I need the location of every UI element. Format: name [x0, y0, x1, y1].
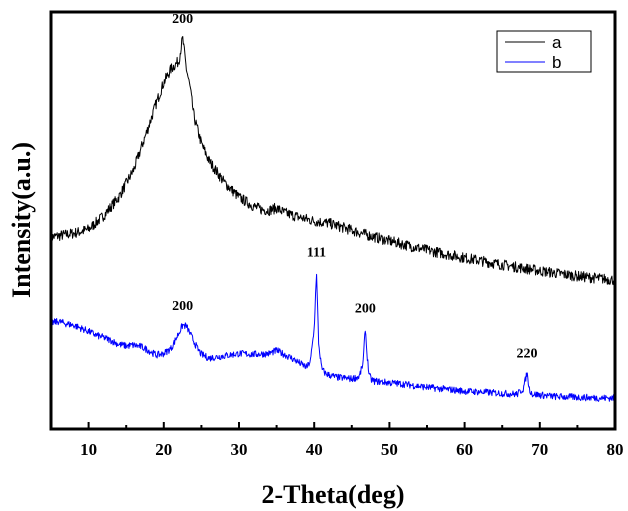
legend-box — [496, 30, 592, 73]
y-axis-title: Intensity(a.u.) — [7, 142, 36, 298]
x-tick-label: 10 — [80, 440, 97, 459]
peak-label: 200 — [355, 302, 376, 317]
x-tick-label: 60 — [456, 440, 473, 459]
x-tick-label: 40 — [306, 440, 323, 459]
x-ticks: 10 20 30 40 50 60 70 80 — [50, 422, 624, 459]
peak-label: 220 — [517, 347, 538, 362]
peak-label: 200 — [172, 12, 193, 27]
x-tick-label: 30 — [231, 440, 248, 459]
legend-label-a: a — [552, 33, 562, 52]
series-line-a — [50, 36, 616, 286]
x-tick-label: 20 — [155, 440, 172, 459]
legend-label-b: b — [552, 53, 561, 72]
peak-label: 200 — [172, 299, 193, 314]
legend: a b — [496, 30, 592, 73]
x-tick-label: 50 — [381, 440, 398, 459]
peak-label: 111 — [307, 246, 326, 261]
series-line-b — [50, 273, 616, 402]
plot-frame — [49, 10, 617, 431]
x-axis-title: 2-Theta(deg) — [262, 480, 405, 509]
peak-annotations: 200 200 111 200 220 — [172, 12, 537, 362]
x-tick-label: 80 — [607, 440, 624, 459]
x-tick-label: 70 — [531, 440, 548, 459]
series-layer — [50, 36, 616, 402]
